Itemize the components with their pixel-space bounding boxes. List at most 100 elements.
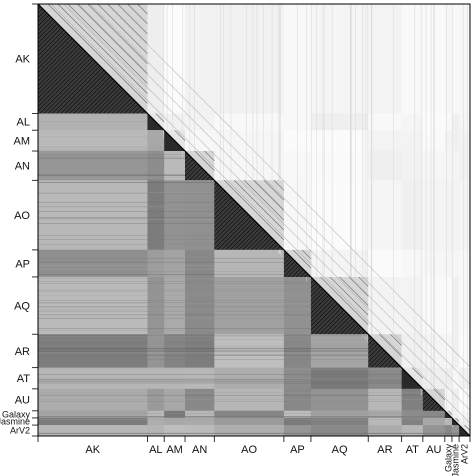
heatmap-cell: [368, 151, 402, 181]
heatmap-cell: [368, 4, 402, 114]
diagonal-streak: [117, 3, 148, 35]
heatmap-cell: [38, 410, 148, 419]
heatmap-cell: [451, 425, 460, 437]
y-tick-label: AL: [17, 117, 30, 129]
heatmap-cell: [459, 388, 471, 412]
diagonal-streak: [263, 180, 285, 201]
heatmap-cell: [451, 367, 460, 390]
x-tick-label: AQ: [332, 444, 348, 456]
diagonal-streak: [57, 3, 148, 94]
diagonal-streak: [233, 180, 285, 231]
heatmap-cell: [283, 334, 312, 368]
heatmap-cell: [310, 425, 369, 437]
heatmap-cell: [185, 334, 215, 368]
diagonal-streak: [292, 249, 312, 269]
diagonal-streak: [50, 3, 471, 424]
heatmap-cell: [401, 276, 424, 335]
heatmap-cell: [310, 334, 369, 368]
heatmap-cell: [451, 4, 460, 114]
diagonal-streak: [77, 3, 148, 74]
heatmap-cell: [401, 151, 424, 181]
main-diagonal: [37, 3, 471, 437]
heatmap-cell: [459, 410, 471, 419]
x-tick-label: Galaxy: [443, 444, 453, 473]
diagonal-streak: [329, 276, 369, 316]
diagonal-streak: [253, 180, 285, 211]
heatmap-cell: [368, 249, 402, 278]
heatmap-cell: [147, 4, 165, 114]
diagonal-streak: [67, 3, 148, 84]
heatmap-cell: [401, 388, 424, 412]
diagonal-streak: [464, 424, 471, 431]
diagonal-streak: [243, 180, 285, 221]
heatmap-cell: [451, 410, 460, 419]
heatmap-cell: [214, 4, 285, 114]
diagonal-streak: [155, 113, 165, 123]
heatmap-cell: [214, 388, 285, 412]
heatmap-cell: [147, 180, 165, 251]
heatmap-cell: [185, 425, 215, 437]
heatmap-cell: [38, 180, 148, 251]
heatmap-cell: [310, 151, 369, 181]
x-tick-label: AM: [166, 444, 183, 456]
x-tick-label: AU: [426, 444, 441, 456]
heatmap-cell: [147, 388, 165, 412]
heatmap-cell: [164, 151, 186, 181]
heatmap-cell: [147, 334, 165, 368]
diagonal-streak: [106, 3, 471, 368]
heatmap-cell: [38, 417, 148, 426]
heatmap-cell: [368, 130, 402, 152]
heatmap-cell: [310, 410, 369, 419]
heatmap-cell: [444, 249, 453, 278]
heatmap-cell: [164, 4, 186, 114]
heatmap-cell: [164, 113, 186, 131]
heatmap-cell: [444, 334, 453, 368]
heatmap-cell: [451, 334, 460, 368]
heatmap-cell: [451, 113, 460, 131]
x-tick-label: AP: [290, 444, 305, 456]
heatmap-cell: [164, 276, 186, 335]
heatmap-cell: [422, 4, 446, 114]
heatmap-cell: [164, 249, 186, 278]
heatmap-cell: [214, 113, 285, 131]
heatmap-cell: [444, 151, 453, 181]
heatmap-cell: [401, 417, 424, 426]
heatmap-cell: [310, 417, 369, 426]
heatmap-cell: [459, 367, 471, 390]
heatmap-cell: [147, 410, 165, 419]
heatmap-cell: [444, 113, 453, 131]
y-tick-label: Galaxy: [2, 410, 31, 420]
diagonal-streak: [127, 3, 148, 25]
diagonal-streak: [320, 276, 369, 325]
heatmap-cell: [38, 130, 148, 152]
heatmap-cell: [422, 417, 446, 426]
x-tick-label: Jasmine: [451, 444, 461, 476]
heatmap-cell: [459, 113, 471, 131]
heatmap-cell: [147, 276, 165, 335]
diagonal-streak: [448, 410, 453, 415]
heatmap-cell: [422, 367, 446, 390]
x-tick-label: AN: [192, 444, 207, 456]
diagonal-streak: [348, 276, 369, 297]
y-tick-label: AP: [15, 258, 30, 270]
diagonal-streak: [47, 3, 148, 104]
diagonal-streak: [273, 180, 285, 191]
heatmap-cell: [147, 425, 165, 437]
heatmap-cell: [214, 130, 285, 152]
heatmap-cell: [214, 417, 285, 426]
heatmap-cell: [401, 249, 424, 278]
diagonal-streak: [433, 388, 446, 401]
heatmap-cell: [283, 425, 312, 437]
heatmap-cell: [368, 425, 402, 437]
heatmap-cell: [214, 249, 285, 278]
heatmap-cell: [38, 249, 148, 278]
x-tick-label: AO: [241, 444, 257, 456]
diagonal-streak: [301, 249, 312, 260]
heatmap-cell: [459, 334, 471, 368]
heatmap-cell: [185, 276, 215, 335]
diagonal-streak: [223, 180, 285, 241]
heatmap-cell: [185, 4, 215, 114]
heatmap-cell: [283, 276, 312, 335]
heatmap-cell: [214, 425, 285, 437]
heatmap-cell: [368, 417, 402, 426]
